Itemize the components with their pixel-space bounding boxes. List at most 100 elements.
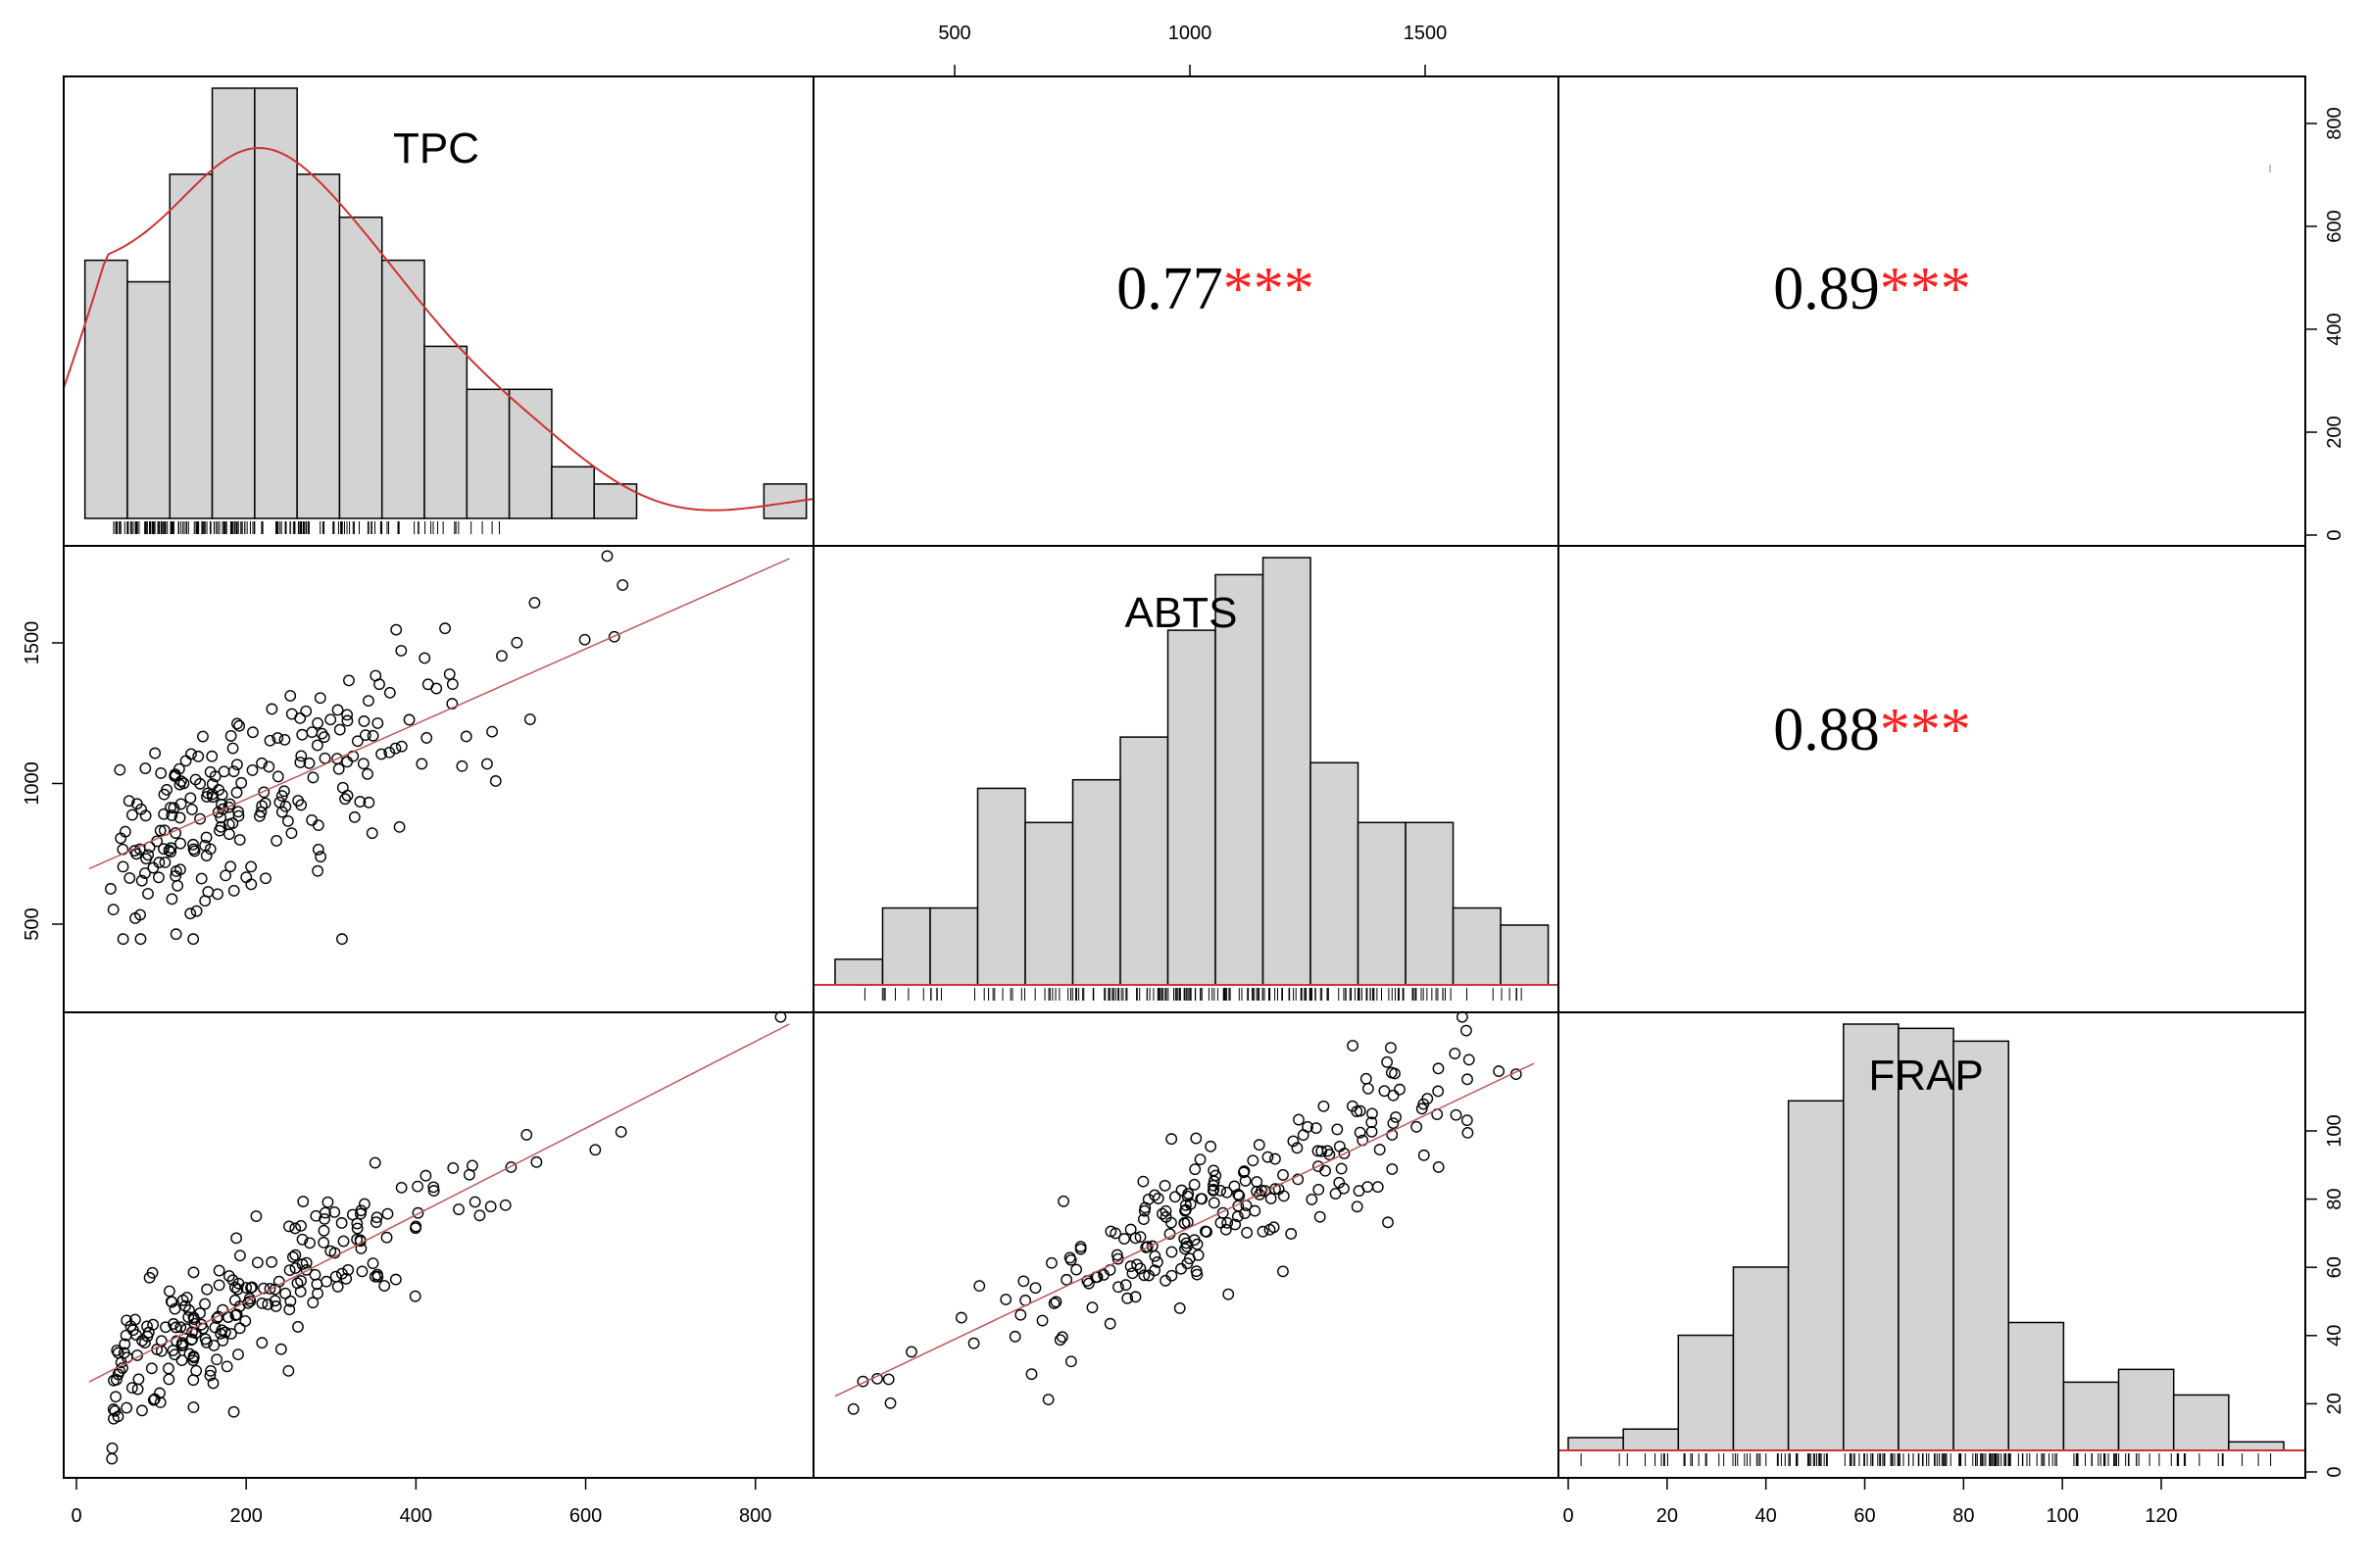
scatter-point bbox=[139, 867, 151, 879]
scatter-point bbox=[395, 1181, 408, 1194]
scatter-point bbox=[205, 1364, 217, 1377]
variable-label-frap: FRAP bbox=[1868, 1052, 1983, 1100]
scatter-point bbox=[955, 1311, 967, 1324]
tick-label: 100 bbox=[2324, 1114, 2345, 1147]
tpc-hist-bar bbox=[551, 466, 595, 519]
scatter-point bbox=[126, 808, 138, 821]
scatter-point bbox=[176, 1294, 189, 1306]
scatter-point bbox=[427, 1181, 440, 1194]
scatter-point bbox=[1137, 1213, 1150, 1226]
scatter-point bbox=[168, 802, 180, 814]
scatter-point bbox=[1272, 1183, 1285, 1196]
scatter-point bbox=[245, 860, 258, 873]
scatter-point bbox=[1220, 1186, 1233, 1199]
scatter-point bbox=[362, 767, 373, 780]
scatter-point bbox=[1247, 1154, 1259, 1167]
scatter-point bbox=[484, 1200, 497, 1213]
scatter-point bbox=[296, 1233, 309, 1246]
scatter-point bbox=[1361, 1181, 1374, 1194]
scatter-point bbox=[163, 1373, 175, 1386]
scatter-point bbox=[222, 1270, 235, 1282]
top-axis-abts: 500 1000 1500 bbox=[938, 23, 1447, 76]
scatter-point bbox=[148, 1393, 161, 1405]
scatter-point bbox=[973, 1280, 986, 1293]
scatter-point bbox=[342, 1263, 355, 1276]
scatter-point bbox=[190, 905, 203, 917]
scatter-point bbox=[213, 1264, 225, 1277]
scatter-point bbox=[187, 1401, 200, 1413]
scatter-point bbox=[256, 800, 269, 812]
scatter-point bbox=[230, 759, 243, 771]
scatter-point bbox=[1178, 1233, 1191, 1245]
scatter-point bbox=[134, 933, 147, 946]
scatter-point bbox=[224, 730, 237, 742]
significance-stars: *** bbox=[1880, 256, 1971, 322]
scatter-point bbox=[1381, 1055, 1394, 1068]
scatter-point bbox=[427, 1185, 440, 1197]
tpc-frap-scatter bbox=[88, 1010, 790, 1465]
frap-hist-bar bbox=[1898, 1027, 1954, 1451]
scatter-point bbox=[179, 1299, 191, 1312]
scatter-point bbox=[262, 1298, 274, 1310]
scatter-point bbox=[1385, 1042, 1397, 1054]
scatter-point bbox=[110, 1391, 122, 1403]
tick-label: 40 bbox=[2324, 1325, 2345, 1347]
scatter-point bbox=[321, 1275, 332, 1288]
scatter-point bbox=[120, 1329, 132, 1342]
abts-hist-bar bbox=[834, 958, 884, 986]
scatter-point bbox=[312, 844, 324, 856]
scatter-point bbox=[1249, 1204, 1261, 1217]
scatter-point bbox=[446, 678, 459, 691]
scatter-point bbox=[295, 1275, 307, 1287]
scatter-point bbox=[1461, 1073, 1473, 1086]
scatter-point bbox=[1104, 1317, 1116, 1330]
scatter-point bbox=[240, 1282, 253, 1294]
scatter-point bbox=[118, 1347, 130, 1359]
scatter-point bbox=[847, 1402, 860, 1415]
scatter-point bbox=[409, 1290, 421, 1302]
tick-label: 600 bbox=[2324, 210, 2345, 242]
scatter-point bbox=[1061, 1273, 1073, 1286]
scatter-point bbox=[1302, 1121, 1313, 1133]
scatter-point bbox=[153, 857, 166, 868]
scatter-point bbox=[1333, 1176, 1346, 1189]
scatter-point bbox=[1291, 1142, 1304, 1154]
scatter-point bbox=[204, 1369, 217, 1382]
scatter-point bbox=[1361, 1082, 1374, 1095]
scatter-point bbox=[213, 1279, 225, 1292]
scatter-point bbox=[258, 786, 271, 799]
scatter-point bbox=[201, 791, 213, 803]
tick-label: 20 bbox=[1656, 1505, 1678, 1527]
scatter-point bbox=[355, 1207, 367, 1220]
scatter-point bbox=[1312, 1183, 1325, 1196]
scatter-point bbox=[163, 1362, 174, 1375]
scatter-point bbox=[172, 879, 184, 892]
frap-hist-bar bbox=[1732, 1266, 1790, 1451]
frap-hist-bar bbox=[2007, 1321, 2065, 1451]
scatter-point bbox=[141, 1320, 153, 1333]
correlation-abts-frap: 0.88*** bbox=[1773, 697, 1971, 763]
frap-hist-bar bbox=[1567, 1437, 1624, 1451]
scatter-point bbox=[230, 1232, 243, 1245]
scatter-point bbox=[109, 1404, 122, 1417]
scatter-point bbox=[333, 723, 346, 736]
scatter-point bbox=[1257, 1225, 1269, 1238]
scatter-point bbox=[187, 843, 200, 856]
scatter-point bbox=[528, 597, 541, 609]
scatter-point bbox=[295, 750, 308, 762]
scatter-point bbox=[1181, 1190, 1194, 1202]
scatter-point bbox=[174, 775, 187, 788]
frap-hist-bar bbox=[2172, 1394, 2230, 1451]
scatter-point bbox=[316, 727, 328, 740]
tick-label: 1500 bbox=[22, 621, 43, 665]
scatter-point bbox=[136, 1404, 148, 1417]
scatter-point bbox=[295, 799, 308, 811]
scatter-point bbox=[266, 1255, 278, 1268]
frap-hist-bar bbox=[2228, 1441, 2285, 1451]
scatter-point bbox=[412, 1180, 423, 1193]
correlation-value: 0.89 bbox=[1773, 256, 1880, 322]
scatter-point bbox=[1373, 1144, 1386, 1155]
scatter-point bbox=[195, 872, 208, 885]
scatter-point bbox=[199, 839, 212, 852]
